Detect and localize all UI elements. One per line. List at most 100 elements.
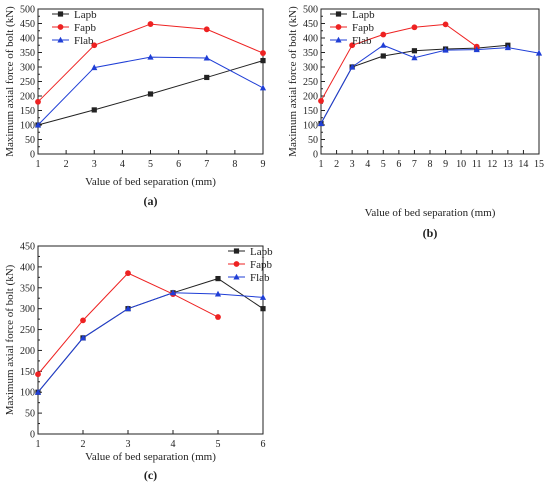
data-point-flab [442, 46, 449, 53]
panel-label: (b) [423, 226, 438, 240]
legend-marker-lapb [233, 248, 240, 254]
y-tick-label: 100 [20, 121, 35, 132]
chart-panel-a: 0 50 100 150 200 250 300 350 400 450 500 1 2 3 4 5 6 7 8 9 V… [4, 5, 267, 208]
x-tick-label: 8 [232, 159, 237, 170]
data-point-flab [259, 294, 267, 300]
legend-label: Flab [74, 35, 94, 47]
y-tick-label: 200 [20, 92, 35, 103]
data-point-lapb [204, 74, 210, 81]
data-point-lapb [411, 48, 418, 54]
x-tick-label: 6 [176, 159, 181, 170]
x-tick-label: 4 [120, 159, 125, 170]
x-tick-label: 2 [64, 159, 69, 170]
y-axis-label: Maximum axial force of bolt (kN) [4, 264, 16, 415]
data-point-fapb [260, 50, 266, 56]
data-point-flab [79, 334, 87, 341]
series-line-flab [37, 292, 264, 393]
data-point-fapb [91, 42, 98, 49]
data-point-fapb [35, 371, 41, 378]
y-tick-label: 0 [30, 430, 35, 441]
plot-frame [37, 245, 264, 435]
y-tick-label: 350 [20, 283, 35, 294]
y-tick-label: 450 [303, 19, 318, 30]
series-line-flab [320, 44, 540, 124]
legend-label: Lapb [352, 9, 375, 21]
x-tick-label: 3 [92, 159, 97, 170]
x-tick-label: 9 [261, 159, 266, 170]
x-tick-label: 5 [381, 159, 386, 170]
x-axis-label: Value of bed separation (mm) [85, 176, 216, 188]
data-point-flab [535, 49, 543, 56]
data-point-flab [380, 41, 387, 48]
legend-label: Flab [250, 272, 270, 284]
data-point-lapb [91, 107, 97, 113]
y-tick-label: 450 [20, 242, 35, 253]
x-axis-label: Value of bed separation (mm) [85, 451, 216, 463]
data-point-flab [34, 388, 42, 395]
y-tick-label: 0 [313, 150, 318, 161]
data-point-flab [349, 63, 356, 70]
panel-label: (a) [144, 194, 158, 208]
plot-frame [37, 8, 264, 155]
y-tick-label: 50 [308, 135, 318, 146]
y-tick-label: 250 [20, 325, 35, 336]
data-point-lapb [260, 58, 266, 64]
legend-label: Fapb [74, 22, 97, 34]
x-axis-label: Value of bed separation (mm) [365, 207, 496, 219]
data-point-flab [147, 53, 154, 60]
data-point-flab [203, 54, 210, 61]
y-tick-label: 100 [20, 388, 35, 399]
legend-marker-fapb [335, 24, 342, 30]
legend-marker-flab [335, 36, 342, 43]
legend-label: Fapb [352, 22, 375, 34]
data-point-flab [411, 54, 418, 61]
x-tick-label: 7 [204, 159, 209, 170]
x-tick-label: 12 [487, 159, 497, 170]
data-point-flab [124, 305, 132, 312]
x-tick-label: 6 [396, 159, 401, 170]
y-tick-label: 50 [25, 409, 35, 420]
x-tick-label: 13 [503, 159, 513, 170]
legend-label: Flab [352, 35, 372, 47]
legend-marker-lapb [57, 11, 64, 17]
y-tick-label: 450 [20, 19, 35, 30]
y-tick-label: 250 [20, 77, 35, 88]
y-tick-label: 150 [303, 106, 318, 117]
data-point-lapb [215, 275, 221, 282]
y-tick-label: 300 [303, 63, 318, 74]
y-tick-label: 400 [20, 34, 35, 45]
data-point-flab [317, 120, 325, 127]
data-point-lapb [380, 53, 386, 59]
data-point-fapb [80, 317, 86, 324]
data-point-flab [473, 46, 480, 53]
legend-marker-lapb [335, 11, 342, 17]
y-axis-label: Maximum axial force of bolt (kN) [4, 6, 16, 157]
series-line-fapb [320, 23, 478, 102]
data-point-lapb [147, 91, 154, 97]
x-tick-label: 11 [472, 159, 482, 170]
data-point-flab [504, 44, 511, 51]
y-tick-label: 200 [20, 346, 35, 357]
chart-panel-c: 0 50 100 150 200 250 300 350 400 450 1 2 3 4 5 6 Value o… [4, 242, 273, 483]
data-point-flab [259, 84, 267, 91]
data-point-flab [169, 289, 177, 296]
x-tick-label: 5 [216, 439, 221, 450]
x-tick-label: 6 [261, 439, 266, 450]
y-tick-label: 500 [303, 5, 318, 16]
data-point-fapb [442, 21, 449, 28]
y-tick-label: 0 [30, 150, 35, 161]
x-tick-label: 2 [81, 439, 86, 450]
legend-label: Lapb [250, 246, 273, 258]
x-tick-label: 3 [350, 159, 355, 170]
x-tick-label: 5 [148, 159, 153, 170]
x-tick-label: 15 [534, 159, 544, 170]
y-tick-label: 500 [20, 5, 35, 16]
x-tick-label: 10 [456, 159, 466, 170]
legend-marker-flab [57, 36, 64, 43]
y-tick-label: 300 [20, 63, 35, 74]
y-axis-label: Maximum axial force of bolt (kN) [287, 6, 299, 157]
